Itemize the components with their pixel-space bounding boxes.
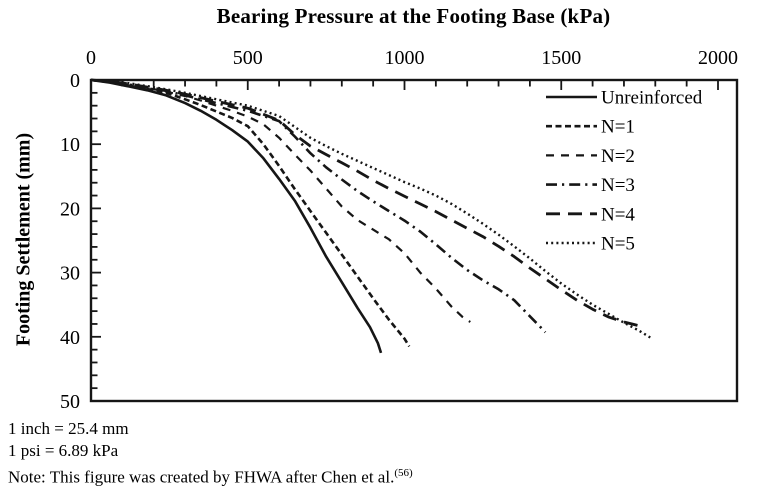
x-tick-label-0: 0 bbox=[86, 47, 96, 69]
x-tick-label-1500: 1500 bbox=[541, 47, 581, 69]
x-tick-label-1000: 1000 bbox=[385, 47, 425, 69]
legend-label-n=3: N=3 bbox=[601, 175, 635, 196]
x-tick-label-2000: 2000 bbox=[698, 47, 738, 69]
legend-label-unreinforced: Unreinforced bbox=[601, 88, 703, 109]
x-tick-label-500: 500 bbox=[233, 47, 263, 69]
y-tick-label-20: 20 bbox=[60, 198, 80, 220]
curve-n=4 bbox=[90, 78, 640, 328]
figure-notes: 1 inch = 25.4 mm 1 psi = 6.89 kPa Note: … bbox=[8, 418, 413, 489]
legend-label-n=1: N=1 bbox=[601, 117, 635, 138]
curve-n=1 bbox=[90, 78, 411, 348]
curve-n=5 bbox=[90, 78, 653, 340]
y-tick-label-0: 0 bbox=[70, 70, 80, 92]
plot-border bbox=[89, 78, 739, 403]
note-source: Note: This figure was created by FHWA af… bbox=[8, 467, 413, 487]
x-axis-title: Bearing Pressure at the Footing Base (kP… bbox=[216, 4, 611, 28]
curve-unreinforced bbox=[90, 78, 383, 354]
note-inch-conversion: 1 inch = 25.4 mm bbox=[8, 419, 129, 438]
y-tick-label-50: 50 bbox=[60, 391, 80, 413]
y-tick-label-40: 40 bbox=[60, 327, 80, 349]
legend-label-n=2: N=2 bbox=[601, 146, 635, 167]
legend-label-n=4: N=4 bbox=[601, 204, 635, 225]
legend-label-n=5: N=5 bbox=[601, 234, 635, 255]
y-tick-label-10: 10 bbox=[60, 134, 80, 156]
note-psi-conversion: 1 psi = 6.89 kPa bbox=[8, 441, 119, 460]
citation-superscript: (56) bbox=[394, 467, 413, 479]
curve-n=3 bbox=[90, 78, 547, 334]
y-tick-label-30: 30 bbox=[60, 263, 80, 285]
